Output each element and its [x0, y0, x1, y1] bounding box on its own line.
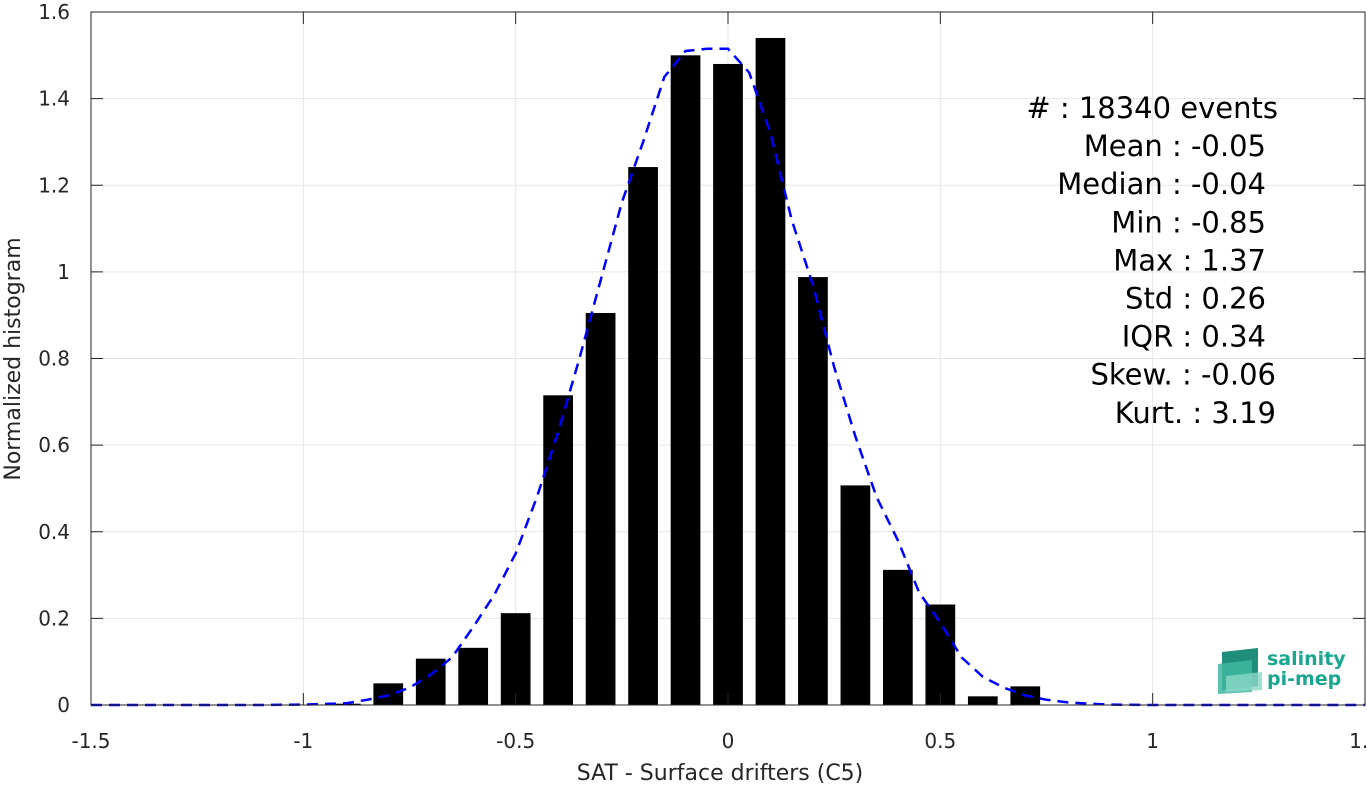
histogram-bars	[330, 37, 1041, 706]
salinity-pi-mep-logo: salinity pi-mep	[1218, 648, 1346, 694]
y-tick-label-2: 0.4	[38, 520, 70, 544]
stat-line-1: Mean : -0.05	[1084, 129, 1266, 163]
stat-line-8: Kurt. : 3.19	[1115, 396, 1276, 430]
stat-line-3: Min : -0.85	[1111, 205, 1266, 239]
y-tick-label-6: 1.2	[38, 173, 70, 197]
y-tick-label-5: 1	[57, 260, 70, 284]
stat-line-7: Skew. : -0.06	[1090, 358, 1276, 392]
histogram-bar-11	[798, 277, 828, 705]
x-tick-label-4: 0.5	[924, 729, 956, 753]
logo-text-pi-mep: pi-mep	[1267, 668, 1341, 690]
histogram-bar-7	[628, 167, 658, 706]
x-tick-label-6: 1.5	[1349, 729, 1367, 753]
x-tick-label-5: 1	[1146, 729, 1159, 753]
histogram-bar-15	[967, 696, 998, 705]
histogram-bar-3	[458, 647, 489, 705]
y-ticks: 0 0.2 0.4 0.6 0.8 1 1.2 1.4 1.6	[38, 0, 1365, 717]
histogram-bar-12	[840, 485, 871, 705]
fit-curve-group	[91, 47, 1365, 707]
histogram-bar-6	[585, 313, 616, 705]
logo-wave-icon	[1218, 648, 1262, 694]
x-tick-label-1: -1	[293, 729, 313, 753]
histogram-bar-13	[883, 569, 913, 705]
y-tick-label-4: 0.8	[38, 347, 70, 371]
stat-line-2: Median : -0.04	[1057, 167, 1266, 201]
stat-line-5: Std : 0.26	[1125, 282, 1266, 316]
y-tick-label-0: 0	[57, 693, 70, 717]
fit-curve-line	[91, 47, 1365, 707]
x-tick-label-0: -1.5	[71, 729, 110, 753]
x-ticks: -1.5 -1 -0.5 0 0.5 1 1.5	[71, 12, 1367, 753]
stat-line-4: Max : 1.37	[1113, 243, 1266, 277]
y-axis-title: Normalized histogram	[1, 237, 26, 480]
histogram-bar-9	[713, 63, 743, 706]
y-tick-label-1: 0.2	[38, 606, 70, 630]
histogram-bar-14	[925, 604, 956, 705]
histogram-bar-1	[373, 683, 404, 705]
x-tick-label-3: 0	[722, 729, 735, 753]
statistics-box: # : 18340 events Mean : -0.05 Median : -0.…	[1026, 91, 1278, 430]
x-tick-label-2: -0.5	[496, 729, 535, 753]
logo-text-salinity: salinity	[1267, 648, 1346, 670]
histogram-bar-10	[755, 37, 786, 706]
stat-line-0: # : 18340 events	[1026, 91, 1278, 125]
histogram-bar-8	[670, 55, 701, 705]
y-tick-label-8: 1.6	[38, 0, 70, 24]
stat-line-6: IQR : 0.34	[1122, 320, 1266, 354]
y-tick-label-7: 1.4	[38, 87, 70, 111]
histogram-bar-5	[543, 395, 573, 705]
x-axis-title: SAT - Surface drifters (C5)	[577, 761, 864, 785]
y-tick-label-3: 0.6	[38, 433, 70, 457]
histogram-bar-4	[500, 613, 531, 705]
